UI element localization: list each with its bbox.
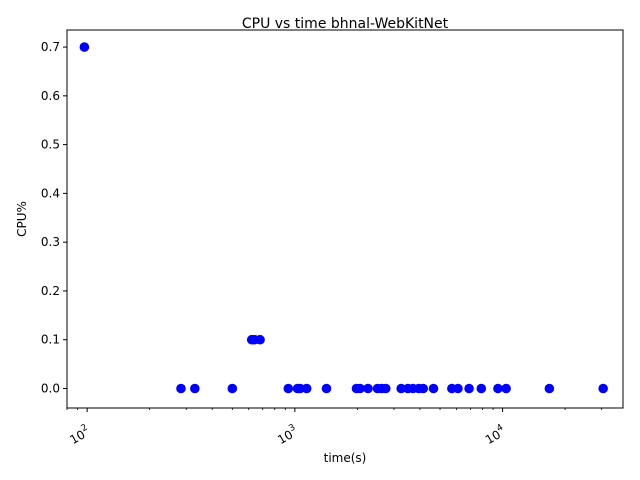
- y-tick-label: 0.7: [41, 40, 60, 54]
- data-point: [321, 383, 332, 394]
- x-tick-label: 104: [482, 423, 508, 447]
- y-axis-ticks: 0.0 0.1 0.2 0.3 0.4 0.5 0.6 0.7: [41, 40, 67, 395]
- chart-title: CPU vs time bhnal-WebKitNet: [242, 16, 449, 32]
- y-tick-label: 0.6: [41, 89, 60, 103]
- data-point: [363, 383, 373, 394]
- plot-area: [66, 29, 624, 409]
- data-point: [464, 383, 474, 394]
- data-point: [355, 383, 365, 394]
- data-point: [190, 383, 200, 394]
- data-point: [295, 383, 305, 394]
- data-point: [380, 383, 391, 394]
- data-point: [598, 383, 608, 394]
- data-point: [453, 383, 463, 394]
- data-point: [255, 334, 265, 345]
- y-tick-label: 0.2: [41, 284, 60, 298]
- data-point: [476, 383, 487, 394]
- y-tick-label: 0.3: [41, 235, 60, 249]
- data-point: [301, 383, 312, 394]
- x-tick-label: 103: [274, 423, 300, 447]
- y-axis-label: CPU%: [15, 201, 29, 237]
- x-tick-label: 102: [66, 423, 92, 447]
- data-point: [176, 383, 186, 394]
- data-point: [396, 383, 406, 394]
- data-point: [283, 383, 294, 394]
- data-point: [79, 42, 90, 52]
- y-tick-label: 0.0: [41, 381, 60, 395]
- x-axis-ticks: 102 103 104: [66, 408, 603, 447]
- data-point: [493, 383, 503, 394]
- data-point: [227, 383, 238, 394]
- y-tick-label: 0.5: [41, 138, 60, 152]
- y-tick-label: 0.1: [41, 333, 60, 347]
- data-point: [544, 383, 555, 394]
- data-points: [79, 42, 608, 394]
- x-axis-label: time(s): [324, 451, 367, 465]
- y-tick-label: 0.4: [41, 186, 60, 200]
- data-point: [418, 383, 429, 394]
- data-point: [428, 383, 439, 394]
- data-point: [501, 383, 511, 394]
